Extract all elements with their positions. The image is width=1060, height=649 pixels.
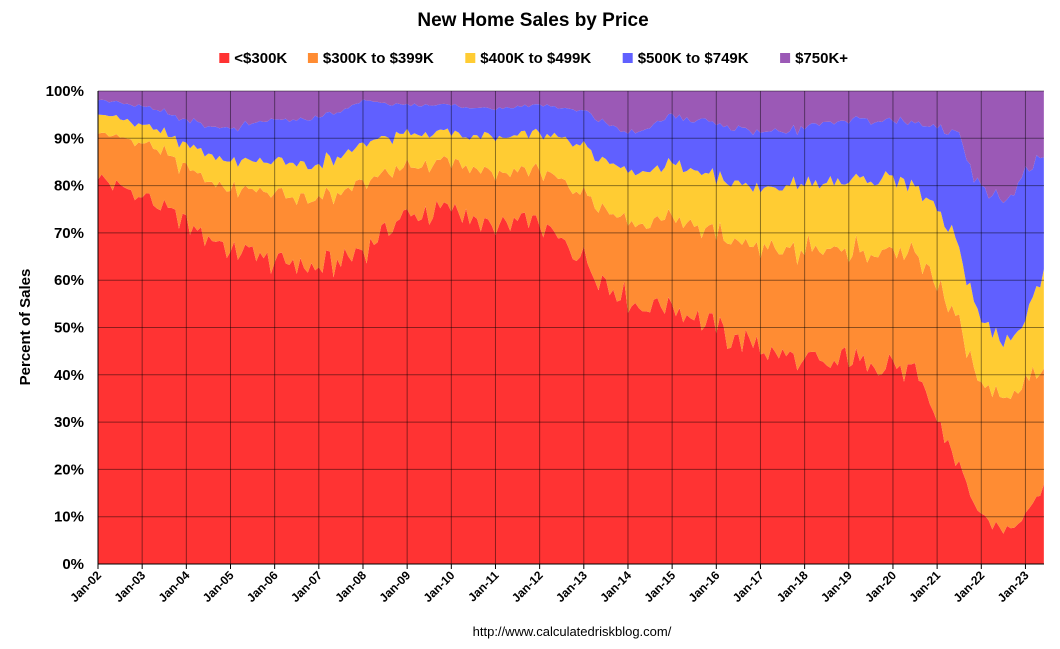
y-tick-label: 70% (54, 225, 84, 242)
y-tick-labels: 0% 10% 20% 30% 40% 50% 60% 70% 80% 90% 100% (46, 83, 84, 573)
y-tick-label: 100% (46, 83, 84, 100)
y-tick-label: 0% (62, 556, 84, 573)
area-layers (98, 91, 1044, 565)
legend-label: <$300K (234, 50, 287, 67)
y-axis-label: Percent of Sales (17, 269, 34, 386)
legend: <$300K $300K to $399K $400K to $499K $500K … (219, 50, 848, 67)
legend-swatch (307, 53, 318, 63)
y-tick-label: 30% (54, 414, 84, 431)
y-tick-label: 10% (54, 509, 84, 526)
legend-swatch (465, 53, 476, 63)
series-area-400k-to-499k (98, 114, 1044, 400)
legend-label: $750K+ (795, 50, 848, 67)
series-area-500k-to-749k (98, 99, 1044, 348)
source-note: http://www.calculatedriskblog.com/ (473, 624, 672, 639)
series-area-300k-to-399k (98, 132, 1044, 534)
gridlines (97, 90, 1044, 564)
series-area-300k (98, 174, 1044, 565)
y-tick-label: 60% (54, 272, 84, 289)
y-tick-label: 40% (54, 367, 84, 384)
chart-title: New Home Sales by Price (417, 10, 648, 31)
legend-swatch (219, 53, 230, 63)
y-tick-label: 50% (54, 320, 84, 337)
legend-swatch (780, 53, 791, 63)
legend-swatch (622, 53, 633, 63)
y-tick-label: 80% (54, 178, 84, 195)
y-tick-label: 90% (54, 130, 84, 147)
y-tick-label: 20% (54, 461, 84, 478)
legend-label: $500K to $749K (638, 50, 749, 67)
series-area-750k (98, 91, 1044, 203)
legend-label: $400K to $499K (480, 50, 591, 67)
legend-label: $300K to $399K (323, 50, 434, 67)
